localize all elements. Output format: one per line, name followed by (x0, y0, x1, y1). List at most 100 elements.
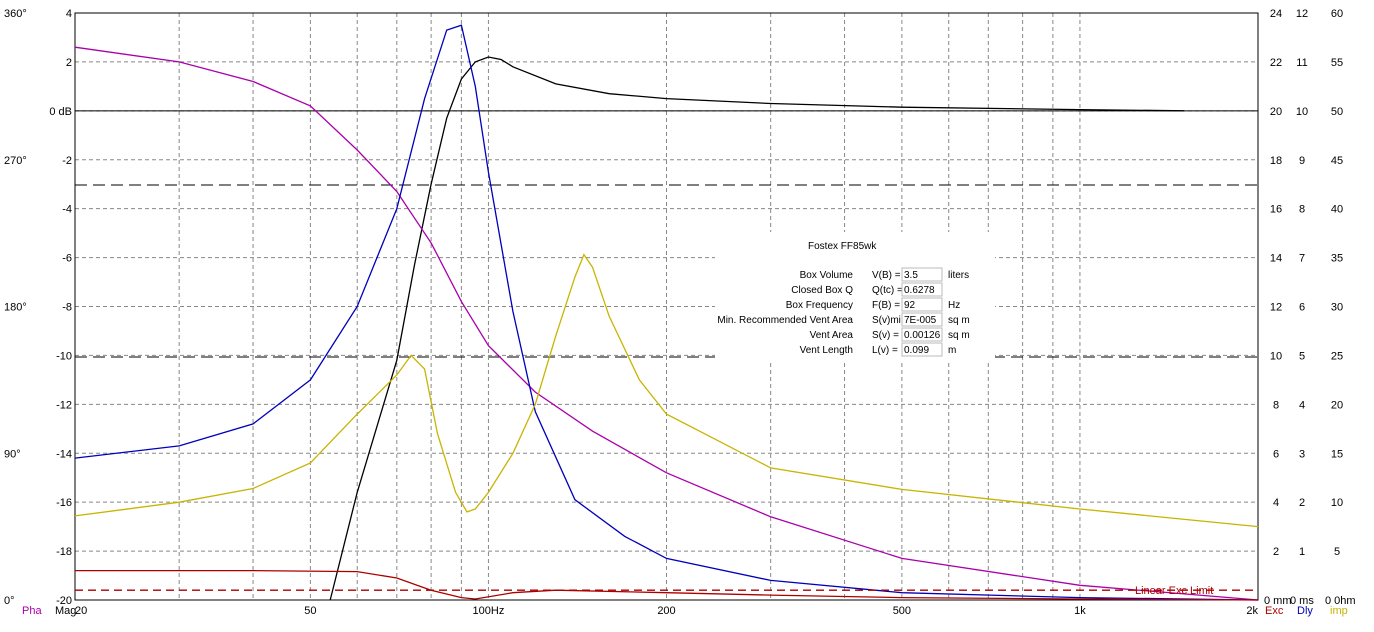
right-axis-exc-tick: 18 (1270, 155, 1282, 167)
right-axis-exc-tick: 8 (1273, 399, 1279, 411)
info-value-field[interactable] (901, 297, 943, 312)
mag-tick-label: 4 (66, 8, 72, 20)
info-row-unit: sq m (948, 330, 970, 341)
right-axis-exc-tick: 2 (1273, 546, 1279, 558)
info-row-param: S(v) = (872, 330, 899, 341)
phase-tick-label: 90° (4, 448, 21, 460)
right-axis-exc-tick: 6 (1273, 448, 1279, 460)
right-axis-dly-tick: 3 (1299, 448, 1305, 460)
grid (74, 12, 1259, 601)
series-pha (74, 46, 1259, 601)
info-row-value: 0.6278 (904, 285, 935, 296)
info-panel-background (715, 232, 995, 360)
right-axis-exc-tick: 14 (1270, 253, 1282, 265)
series-imp (74, 253, 1259, 528)
info-value-field[interactable] (901, 282, 943, 297)
right-axis-exc-tick: 4 (1273, 497, 1279, 509)
right-axis-imp-tick: 5 (1334, 546, 1340, 558)
mag-tick-label: -12 (56, 399, 72, 411)
info-panel: Fostex FF85wk Box Volume V(B) = 3.5 liters C… (715, 232, 995, 360)
right-axis-imp-tick: 60 (1331, 8, 1343, 20)
right-axis-imp-tick: 10 (1331, 497, 1343, 509)
mag-tick-label: 2 (66, 57, 72, 69)
right-axis-imp-tick: 15 (1331, 448, 1343, 460)
right-axis-imp-tick: 25 (1331, 350, 1343, 362)
info-value-field[interactable] (901, 342, 943, 357)
info-row-label: Vent Length (800, 345, 853, 356)
info-row-unit: Hz (948, 300, 960, 311)
right-axis-exc-tick: 12 (1270, 302, 1282, 314)
mag-tick-label: -18 (56, 546, 72, 558)
right-axis-exc-tick: 10 (1270, 350, 1282, 362)
info-row-label: Min. Recommended Vent Area (717, 315, 853, 326)
right-axis-exc-tick: 20 (1270, 106, 1282, 118)
right-axis-exc-tick: 16 (1270, 204, 1282, 216)
right-axis-exc-tick: 22 (1270, 57, 1282, 69)
info-value-field[interactable] (901, 327, 943, 342)
mag-tick-label: -2 (62, 155, 72, 167)
right-axis-imp-tick: 0 0hm (1325, 595, 1356, 607)
x-axis-ticks: 20 50 100Hz 200 500 1k 2k (75, 605, 1258, 617)
right-axis-dly-tick: 10 (1296, 106, 1308, 118)
right-axis-dly-tick: 6 (1299, 302, 1305, 314)
x-tick-label: 500 (893, 605, 911, 617)
info-row-value: 0.00126 (904, 330, 941, 341)
exc-label: Exc (1265, 605, 1284, 617)
plot-frame (74, 12, 1259, 601)
x-tick-label: 20 (75, 605, 87, 617)
info-row-label: Box Volume (800, 270, 854, 281)
right-axis-imp-tick: 45 (1331, 155, 1343, 167)
phase-axis-ticks: 360° 270° 180° 90° 0° (4, 8, 27, 607)
info-value-field[interactable] (901, 267, 943, 282)
x-tick-label: 1k (1074, 605, 1086, 617)
phase-tick-label: 360° (4, 8, 27, 20)
info-row-value: 7E-005 (904, 315, 937, 326)
info-row-unit: m (948, 345, 956, 356)
mag-tick-label: -4 (62, 204, 72, 216)
info-row-param: S(v)min = (872, 315, 915, 326)
info-row-param: V(B) = (872, 270, 901, 281)
right-axis-dly-tick: 7 (1299, 253, 1305, 265)
mag-tick-label: -20 (56, 595, 72, 607)
info-row-value: 3.5 (904, 270, 918, 281)
mag-tick-label: -8 (62, 302, 72, 314)
imp-label: imp (1330, 605, 1348, 617)
curves (74, 24, 1259, 601)
info-row-value: 92 (904, 300, 916, 311)
x-tick-label: 50 (304, 605, 316, 617)
info-row-unit: sq m (948, 315, 970, 326)
right-axis-imp-tick: 50 (1331, 106, 1343, 118)
right-axis-dly-tick: 5 (1299, 350, 1305, 362)
info-row-param: L(v) = (872, 345, 898, 356)
right-axis-imp-tick: 20 (1331, 399, 1343, 411)
series-exc (74, 24, 1259, 601)
right-axis-dly-tick: 1 (1299, 546, 1305, 558)
series-mag (329, 56, 1185, 601)
right-axis-dly-tick: 2 (1299, 497, 1305, 509)
x-tick-label: 2k (1246, 605, 1258, 617)
mag-label: Mag (55, 605, 76, 617)
info-value-field[interactable] (901, 312, 943, 327)
info-row-label: Vent Area (810, 330, 854, 341)
info-title: Fostex FF85wk (808, 241, 877, 252)
phase-tick-label: 0° (4, 595, 15, 607)
right-axis-imp-tick: 55 (1331, 57, 1343, 69)
phase-tick-label: 180° (4, 302, 27, 314)
info-row-param: Q(tc) = (872, 285, 903, 296)
mag-axis-ticks: 4 2 0 dB -2 -4 -6 -8 -10 -12 -14 -16 -18 -20 (49, 8, 72, 607)
info-row-param: F(B) = (872, 300, 900, 311)
info-row-value: 0.099 (904, 345, 929, 356)
info-row-unit: liters (948, 270, 969, 281)
info-row-label: Closed Box Q (791, 285, 853, 296)
right-axis-dly-tick: 4 (1299, 399, 1305, 411)
right-axis-dly-tick: 11 (1296, 57, 1307, 69)
x-tick-label: 200 (657, 605, 675, 617)
mag-tick-label: 0 dB (49, 106, 72, 118)
right-axis-dly-tick: 9 (1299, 155, 1305, 167)
phase-tick-label: 270° (4, 155, 27, 167)
right-axis-imp-tick: 35 (1331, 253, 1343, 265)
x-tick-label: 100Hz (473, 605, 505, 617)
right-axis-imp-tick: 30 (1331, 302, 1343, 314)
